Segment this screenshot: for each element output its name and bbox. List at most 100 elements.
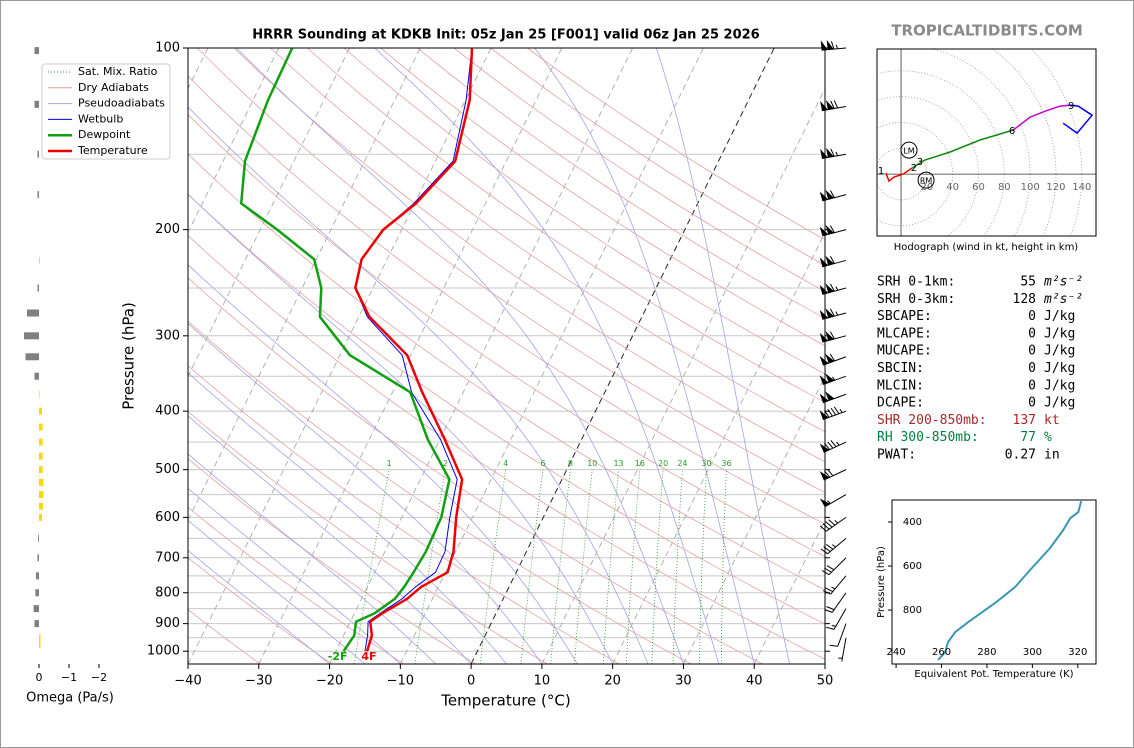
profile-line xyxy=(354,48,474,652)
omega-bar xyxy=(39,513,42,521)
dry-adiabat xyxy=(307,48,825,403)
wind-barb xyxy=(819,494,847,508)
ring-label: 100 xyxy=(1021,182,1040,193)
hodograph-line xyxy=(1012,104,1071,131)
dry-adiabat xyxy=(188,458,476,664)
omega-bar xyxy=(39,407,42,415)
mixing-ratio-line xyxy=(699,469,707,664)
omega-bar xyxy=(39,641,41,649)
hodograph-line xyxy=(1062,104,1094,135)
mixing-ratio-label: 30 xyxy=(701,459,711,468)
dry-adiabat xyxy=(270,48,825,433)
wind-barb xyxy=(819,189,847,202)
stat-label: MLCAPE: xyxy=(877,326,932,341)
ring-label: 20 xyxy=(920,182,933,193)
hodograph-frame xyxy=(876,48,1097,237)
ring-label: 40 xyxy=(946,182,959,193)
isotherm xyxy=(329,48,634,664)
x-tick-label: 30 xyxy=(675,674,692,689)
stat-unit: m²s⁻² xyxy=(1043,292,1083,307)
wind-barb xyxy=(819,406,847,421)
mixing-ratio-line xyxy=(602,469,619,664)
x-tick-label: 20 xyxy=(604,674,621,689)
dry-adiabat xyxy=(188,609,261,664)
mixing-ratio-line xyxy=(626,469,641,664)
dry-adiabat xyxy=(188,411,548,664)
site-name: TROPICALTIDBITS.COM xyxy=(891,22,1083,40)
legend-label: Dewpoint xyxy=(78,128,131,141)
omega-bar xyxy=(38,534,39,542)
height-label: 1 xyxy=(878,166,884,177)
omega-bar xyxy=(36,572,39,580)
stat-label: SBCAPE: xyxy=(877,309,932,324)
wind-barb xyxy=(819,469,847,481)
y-tick-label: 700 xyxy=(155,550,180,565)
legend-label: Temperature xyxy=(77,144,148,157)
stat-label: MLCIN: xyxy=(877,378,924,393)
legend-label: Wetbulb xyxy=(78,112,123,125)
omega-bar xyxy=(34,620,39,628)
mixing-ratio-line xyxy=(672,469,683,664)
dry-adiabat xyxy=(197,48,825,494)
theta-x-label: Equivalent Pot. Temperature (K) xyxy=(914,669,1073,680)
dry-adiabat xyxy=(188,506,405,664)
wind-barb xyxy=(820,100,847,112)
omega-bar xyxy=(35,589,39,597)
stat-value: 0.27 xyxy=(1005,448,1036,463)
wind-barb xyxy=(819,255,847,268)
wind-barb xyxy=(838,637,847,662)
stat-value: 0 xyxy=(1028,309,1036,324)
wind-barb xyxy=(819,283,847,295)
mixing-ratio-label: 24 xyxy=(677,459,687,468)
stat-unit: J/kg xyxy=(1044,378,1075,393)
stat-value: 0 xyxy=(1028,378,1036,393)
omega-bar xyxy=(33,605,39,613)
isotherm xyxy=(612,231,825,664)
mixing-ratio-label: 20 xyxy=(658,459,668,468)
dry-adiabat xyxy=(188,557,333,664)
chart-title: HRRR Sounding at KDKB Init: 05z Jan 25 [… xyxy=(252,28,759,43)
wind-barb xyxy=(819,353,847,366)
height-label: 6 xyxy=(1009,126,1015,137)
storm-motion-label: RM xyxy=(920,177,933,186)
legend-box xyxy=(41,63,171,160)
isotherm xyxy=(188,48,350,378)
hodograph-line xyxy=(885,167,913,183)
dry-adiabat xyxy=(233,48,825,463)
x-tick-label: −10 xyxy=(387,674,414,689)
x-tick-label: 320 xyxy=(1068,647,1087,658)
wind-barb xyxy=(819,331,847,343)
mixing-ratio-label: 8 xyxy=(568,459,573,468)
dry-adiabat xyxy=(188,234,825,660)
pseudoadiabat xyxy=(188,193,614,664)
x-tick-label: 0 xyxy=(467,674,475,689)
dry-adiabat xyxy=(343,48,825,375)
omega-bar xyxy=(39,452,43,460)
isotherm xyxy=(470,48,775,664)
ring-label: 140 xyxy=(1072,182,1091,193)
isotherm xyxy=(258,48,563,664)
y-tick-label: 400 xyxy=(155,404,180,419)
y-tick-label: 600 xyxy=(155,510,180,525)
theta-frame xyxy=(891,499,1097,665)
stat-unit: J/kg xyxy=(1044,361,1075,376)
stat-label: SRH 0-3km: xyxy=(877,292,955,307)
omega-bar xyxy=(39,478,44,486)
dry-adiabat xyxy=(188,75,825,525)
stat-label: SBCIN: xyxy=(877,361,924,376)
mixing-ratio-label: 1 xyxy=(387,459,392,468)
legend-label: Dry Adiabats xyxy=(78,81,149,94)
wind-barb xyxy=(820,147,847,159)
pseudoadiabat xyxy=(534,48,755,664)
stat-label: SRH 0-1km: xyxy=(877,275,955,290)
isotherm xyxy=(188,48,280,234)
mixing-ratio-line xyxy=(353,469,390,664)
omega-bar xyxy=(39,466,43,474)
pseudoadiabat xyxy=(188,372,507,664)
dry-adiabat xyxy=(380,48,825,347)
stat-label: PWAT: xyxy=(877,448,916,463)
skewt-plot: 1 2 4 6 8 10 13 16 20 24 30 36 xyxy=(188,48,825,664)
isotherm xyxy=(541,87,825,664)
wind-barb xyxy=(819,224,847,237)
